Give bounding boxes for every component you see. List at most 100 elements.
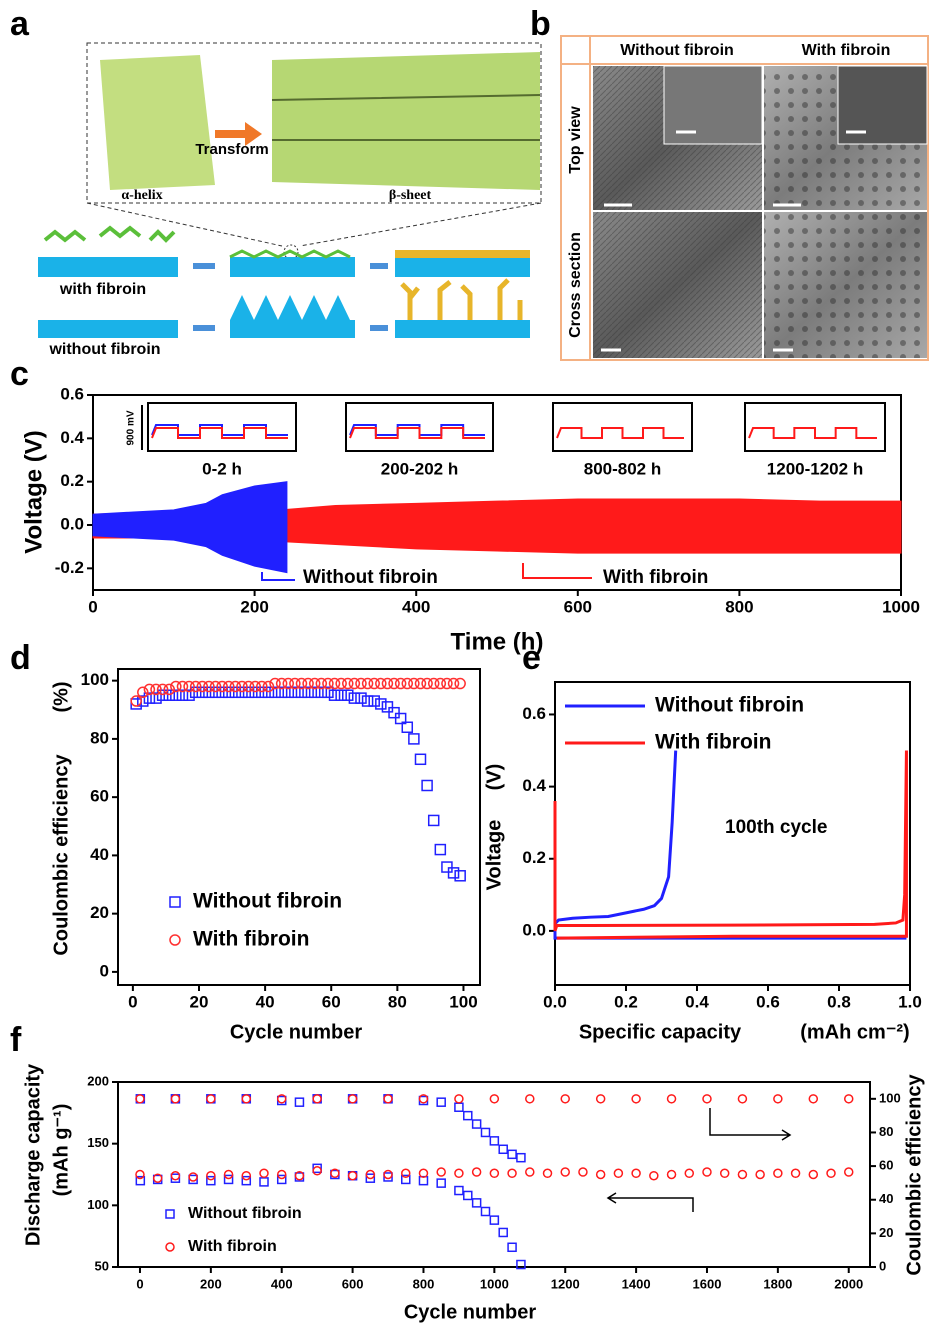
data-point (183, 680, 195, 693)
x-tick-label: 40 (256, 992, 275, 1011)
x-axis-title: Cycle number (230, 1021, 362, 1043)
annotation: Without fibroin (303, 567, 438, 588)
data-point (489, 1094, 500, 1104)
data-point (401, 1174, 411, 1185)
data-point (308, 686, 321, 699)
data-point (282, 686, 295, 699)
data-point (507, 1242, 517, 1253)
data-point (441, 861, 453, 873)
x-tick-label: 800 (413, 1276, 435, 1291)
data-point (525, 1094, 535, 1104)
data-point (666, 1094, 677, 1104)
y-tick-label: 0.0 (522, 920, 546, 939)
data-point (269, 677, 281, 690)
y-tick-label: 150 (87, 1135, 109, 1150)
row-header: Cross section (567, 232, 584, 338)
data-point (256, 680, 268, 693)
legend-label: Without fibroin (193, 890, 342, 913)
x-tick-label: 100 (449, 992, 477, 1011)
data-point (388, 706, 400, 719)
data-point (808, 1169, 819, 1180)
scale-label: 900 mV (126, 410, 137, 445)
data-point (335, 677, 347, 690)
inset-wave (556, 427, 684, 439)
data-point (507, 1168, 517, 1179)
y-tick-label: 0.4 (522, 776, 546, 795)
data-point (843, 1167, 854, 1177)
data-point (436, 1097, 446, 1107)
label: with fibroin (59, 281, 146, 298)
data-point (322, 677, 334, 690)
y2-axis-title: Coulombic efficiency (903, 1074, 925, 1276)
legend-label: With fibroin (655, 731, 771, 754)
data-point (312, 1166, 322, 1176)
x-tick-label: 0 (136, 1276, 143, 1291)
x-tick-label: 600 (342, 1276, 364, 1291)
data-point (156, 683, 169, 696)
data-point (447, 677, 460, 690)
data-point (150, 683, 162, 696)
data-point (365, 1169, 376, 1180)
data-point (241, 1170, 252, 1181)
y2-tick-label: 0 (879, 1258, 886, 1273)
annotation-arrow (522, 563, 592, 579)
data-point (368, 695, 380, 707)
data-point (666, 1169, 677, 1180)
y-tick-label: 100 (87, 1197, 109, 1212)
data-point (498, 1144, 508, 1155)
y-tick-label: 0 (100, 961, 109, 980)
data-point (262, 686, 275, 699)
data-point (427, 814, 440, 827)
data-point (348, 677, 361, 690)
diagram-a: Transform α-helix β-sheet with fibroin w… (38, 42, 542, 358)
data-point (843, 1094, 854, 1104)
data-point (773, 1168, 783, 1179)
sem-texture (593, 212, 762, 358)
y-axis-unit: (%) (50, 681, 72, 712)
data-point (684, 1168, 695, 1179)
y-tick-label: -0.2 (55, 558, 84, 577)
data-point (454, 677, 466, 690)
data-point (223, 1169, 234, 1180)
data-point (414, 677, 427, 690)
data-point (170, 689, 182, 701)
data-point (203, 686, 215, 699)
data-point (421, 677, 433, 690)
data-point (222, 680, 235, 693)
data-point (170, 1094, 181, 1104)
column-header: With fibroin (802, 42, 891, 59)
fibroin (43, 225, 176, 243)
fibroin-layer (229, 249, 351, 259)
data-point (368, 677, 380, 690)
x-tick-label: 2000 (834, 1276, 863, 1291)
y-tick-label: 0.0 (60, 514, 84, 533)
y-tick-label: 40 (90, 845, 109, 864)
data-point (335, 689, 347, 701)
x-tick-label: 0.6 (756, 992, 780, 1011)
x-tick-label: 600 (564, 597, 592, 616)
data-point (489, 1168, 500, 1179)
data-point (447, 867, 460, 879)
data-point (229, 680, 242, 693)
label: β-sheet (389, 188, 432, 203)
inset-box (86, 42, 542, 204)
data-point (222, 686, 235, 699)
label: without fibroin (48, 341, 160, 358)
data-point (241, 1175, 252, 1186)
y-axis-title: Coulombic efficiency (50, 754, 72, 956)
data-point (401, 721, 414, 733)
panel-label: a (10, 5, 30, 43)
voltage-envelope (92, 524, 288, 574)
data-point (135, 1175, 146, 1186)
y-tick-label: 0.6 (522, 704, 546, 723)
data-point (790, 1168, 801, 1179)
data-point (454, 1102, 464, 1112)
data-point (361, 695, 374, 707)
sheet-shape (272, 52, 540, 190)
data-point (355, 692, 367, 704)
data-point (631, 1168, 641, 1179)
data-point (516, 1152, 526, 1163)
x-tick-label: 1400 (622, 1276, 651, 1291)
data-point (236, 680, 248, 693)
data-point (361, 677, 374, 690)
